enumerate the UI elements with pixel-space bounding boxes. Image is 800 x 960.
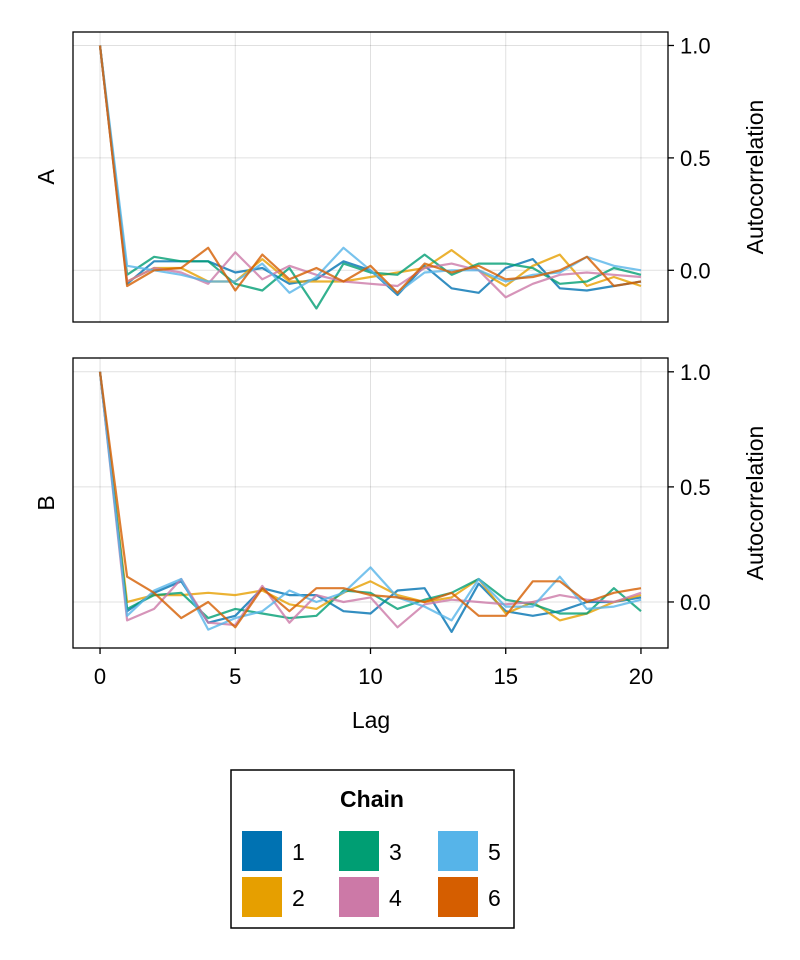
x-tick-label: 5: [229, 664, 241, 689]
legend-title: Chain: [340, 786, 404, 812]
series-line-chain-6: [98, 45, 642, 294]
legend-items: 1 2 3 4 5 6: [242, 831, 501, 917]
series-line-chain-5: [98, 371, 642, 631]
y-tick-label: 1.0: [680, 360, 711, 385]
legend: Chain 1 2 3 4 5 6: [230, 769, 515, 929]
y-axis-label: Autocorrelation: [742, 426, 768, 581]
panel-a: 0.0 0.5 1.0 Autocorrelation A: [33, 31, 768, 323]
series-line-chain-2: [98, 45, 642, 288]
legend-label: 2: [292, 885, 305, 911]
plot-frame: [72, 31, 669, 323]
series-line-chain-3: [98, 371, 642, 620]
legend-label: 5: [488, 839, 501, 865]
series-line-chain-6: [98, 371, 642, 629]
legend-swatch-chain-5: [438, 831, 478, 871]
legend-swatch-chain-3: [339, 831, 379, 871]
legend-swatch-chain-2: [242, 877, 282, 917]
y-tick-label: 0.0: [680, 258, 711, 283]
legend-swatch-chain-4: [339, 877, 379, 917]
x-tick-label: 0: [94, 664, 106, 689]
x-tick-label: 15: [493, 664, 517, 689]
y-tick-label: 0.5: [680, 146, 711, 171]
x-tick-label: 20: [629, 664, 653, 689]
legend-label: 4: [389, 885, 402, 911]
panel-label: B: [33, 495, 59, 510]
legend-swatch-chain-1: [242, 831, 282, 871]
y-tick-label: 0.5: [680, 475, 711, 500]
panel-b: 0.0 0.5 1.0 0 5 10 15 20 Autocorrelation B: [33, 357, 768, 689]
y-tick-label: 0.0: [680, 590, 711, 615]
x-axis-label: Lag: [352, 707, 390, 733]
legend-label: 6: [488, 885, 501, 911]
legend-swatch-chain-6: [438, 877, 478, 917]
x-tick-label: 10: [358, 664, 382, 689]
y-tick-label: 1.0: [680, 33, 711, 58]
legend-label: 3: [389, 839, 402, 865]
panel-label: A: [33, 169, 59, 185]
y-axis-label: Autocorrelation: [742, 100, 768, 255]
legend-label: 1: [292, 839, 305, 865]
